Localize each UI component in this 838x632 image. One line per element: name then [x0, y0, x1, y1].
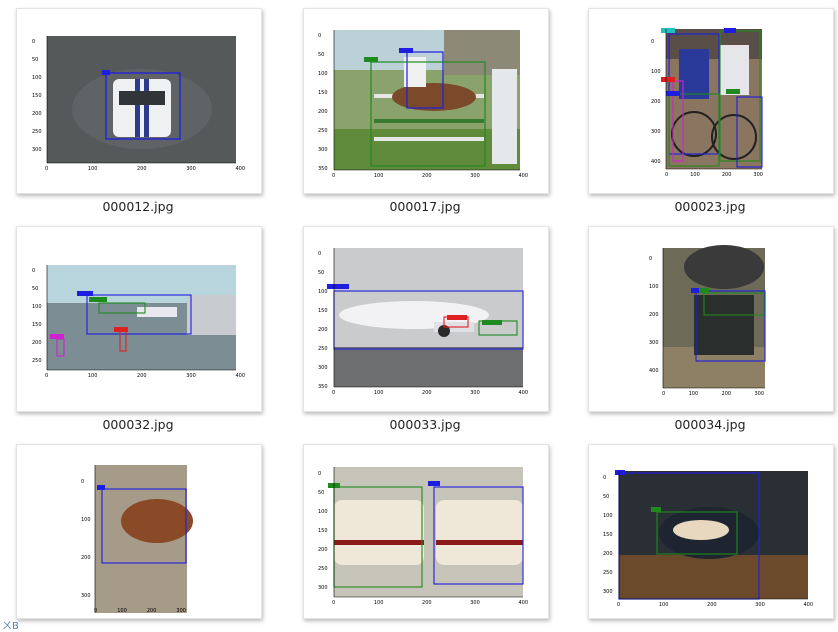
- partial-status-text: ㄨB: [2, 621, 19, 632]
- plot-thumbnail: [615, 470, 808, 600]
- x-tick-labels: 0 100 200 300: [662, 391, 764, 397]
- plot-thumbnail: [328, 467, 524, 598]
- plot-thumbnail: [46, 265, 236, 371]
- file-thumbnail[interactable]: 0 100 200 300 0 100 200 300: [16, 444, 262, 619]
- y-tick-labels: 0 50 100 150 200 250: [32, 268, 42, 364]
- plot-thumbnail: [46, 36, 236, 164]
- plot-thumbnail: [94, 465, 193, 613]
- file-thumbnail[interactable]: 0 50 100 150 200 250 300 350 0 100 200 300 400: [303, 226, 549, 412]
- plot-thumbnail: [661, 28, 763, 170]
- file-thumbnail[interactable]: 0 50 100 150 200 250 300 350 0 100 200 300 400: [303, 8, 549, 194]
- x-tick-labels: 0 100 200 300 400: [332, 600, 528, 606]
- x-tick-labels: 0 100 200 300 400: [45, 373, 245, 379]
- file-name-label[interactable]: 000034.jpg: [674, 417, 746, 432]
- plot-thumbnail: [333, 30, 520, 171]
- x-tick-labels: 0 100 200 300: [665, 172, 763, 178]
- file-name-label[interactable]: 000033.jpg: [389, 417, 461, 432]
- x-tick-labels: 0 100 200 300 400: [332, 390, 528, 396]
- file-thumbnail[interactable]: 0 100 200 300 400 0 100 200 300: [588, 226, 834, 412]
- x-tick-labels: 0 100 200 300 400: [617, 602, 813, 608]
- y-tick-labels: 0 50 100 150 200 250 300 350: [318, 251, 328, 390]
- file-name-label[interactable]: 000023.jpg: [674, 199, 746, 214]
- file-thumbnail[interactable]: 0 50 100 150 200 250 300 0 100 200 300 400: [16, 8, 262, 194]
- file-thumbnail[interactable]: 0 100 200 300 400 0 100 200 300: [588, 8, 834, 194]
- file-thumbnail[interactable]: 0 50 100 150 200 250 300 0 100 200 300 400: [303, 444, 549, 619]
- x-tick-labels: 0 100 200 300 400: [332, 173, 528, 179]
- file-name-label[interactable]: 000012.jpg: [102, 199, 174, 214]
- y-tick-labels: 0 50 100 150 200 250 300: [32, 39, 42, 153]
- plot-thumbnail: [327, 248, 524, 388]
- file-thumbnail[interactable]: 0 50 100 150 200 250 0 100 200 300 400: [16, 226, 262, 412]
- file-name-label[interactable]: 000017.jpg: [389, 199, 461, 214]
- file-name-label[interactable]: 000032.jpg: [102, 417, 174, 432]
- y-tick-labels: 0 50 100 150 200 250 300: [318, 471, 328, 591]
- plot-thumbnail: [662, 245, 766, 389]
- y-tick-labels: 0 100 200 300 400: [651, 39, 661, 165]
- x-tick-labels: 0 100 200 300 400: [45, 166, 245, 172]
- y-tick-labels: 0 50 100 150 200 250 300: [603, 475, 613, 595]
- x-tick-labels: 0 100 200 300: [94, 608, 186, 614]
- file-thumbnail[interactable]: 0 50 100 150 200 250 300 0 100 200 300 400: [588, 444, 834, 619]
- y-tick-labels: 0 100 200 300: [81, 479, 91, 599]
- y-tick-labels: 0 50 100 150 200 250 300 350: [318, 33, 328, 172]
- y-tick-labels: 0 100 200 300 400: [649, 256, 659, 374]
